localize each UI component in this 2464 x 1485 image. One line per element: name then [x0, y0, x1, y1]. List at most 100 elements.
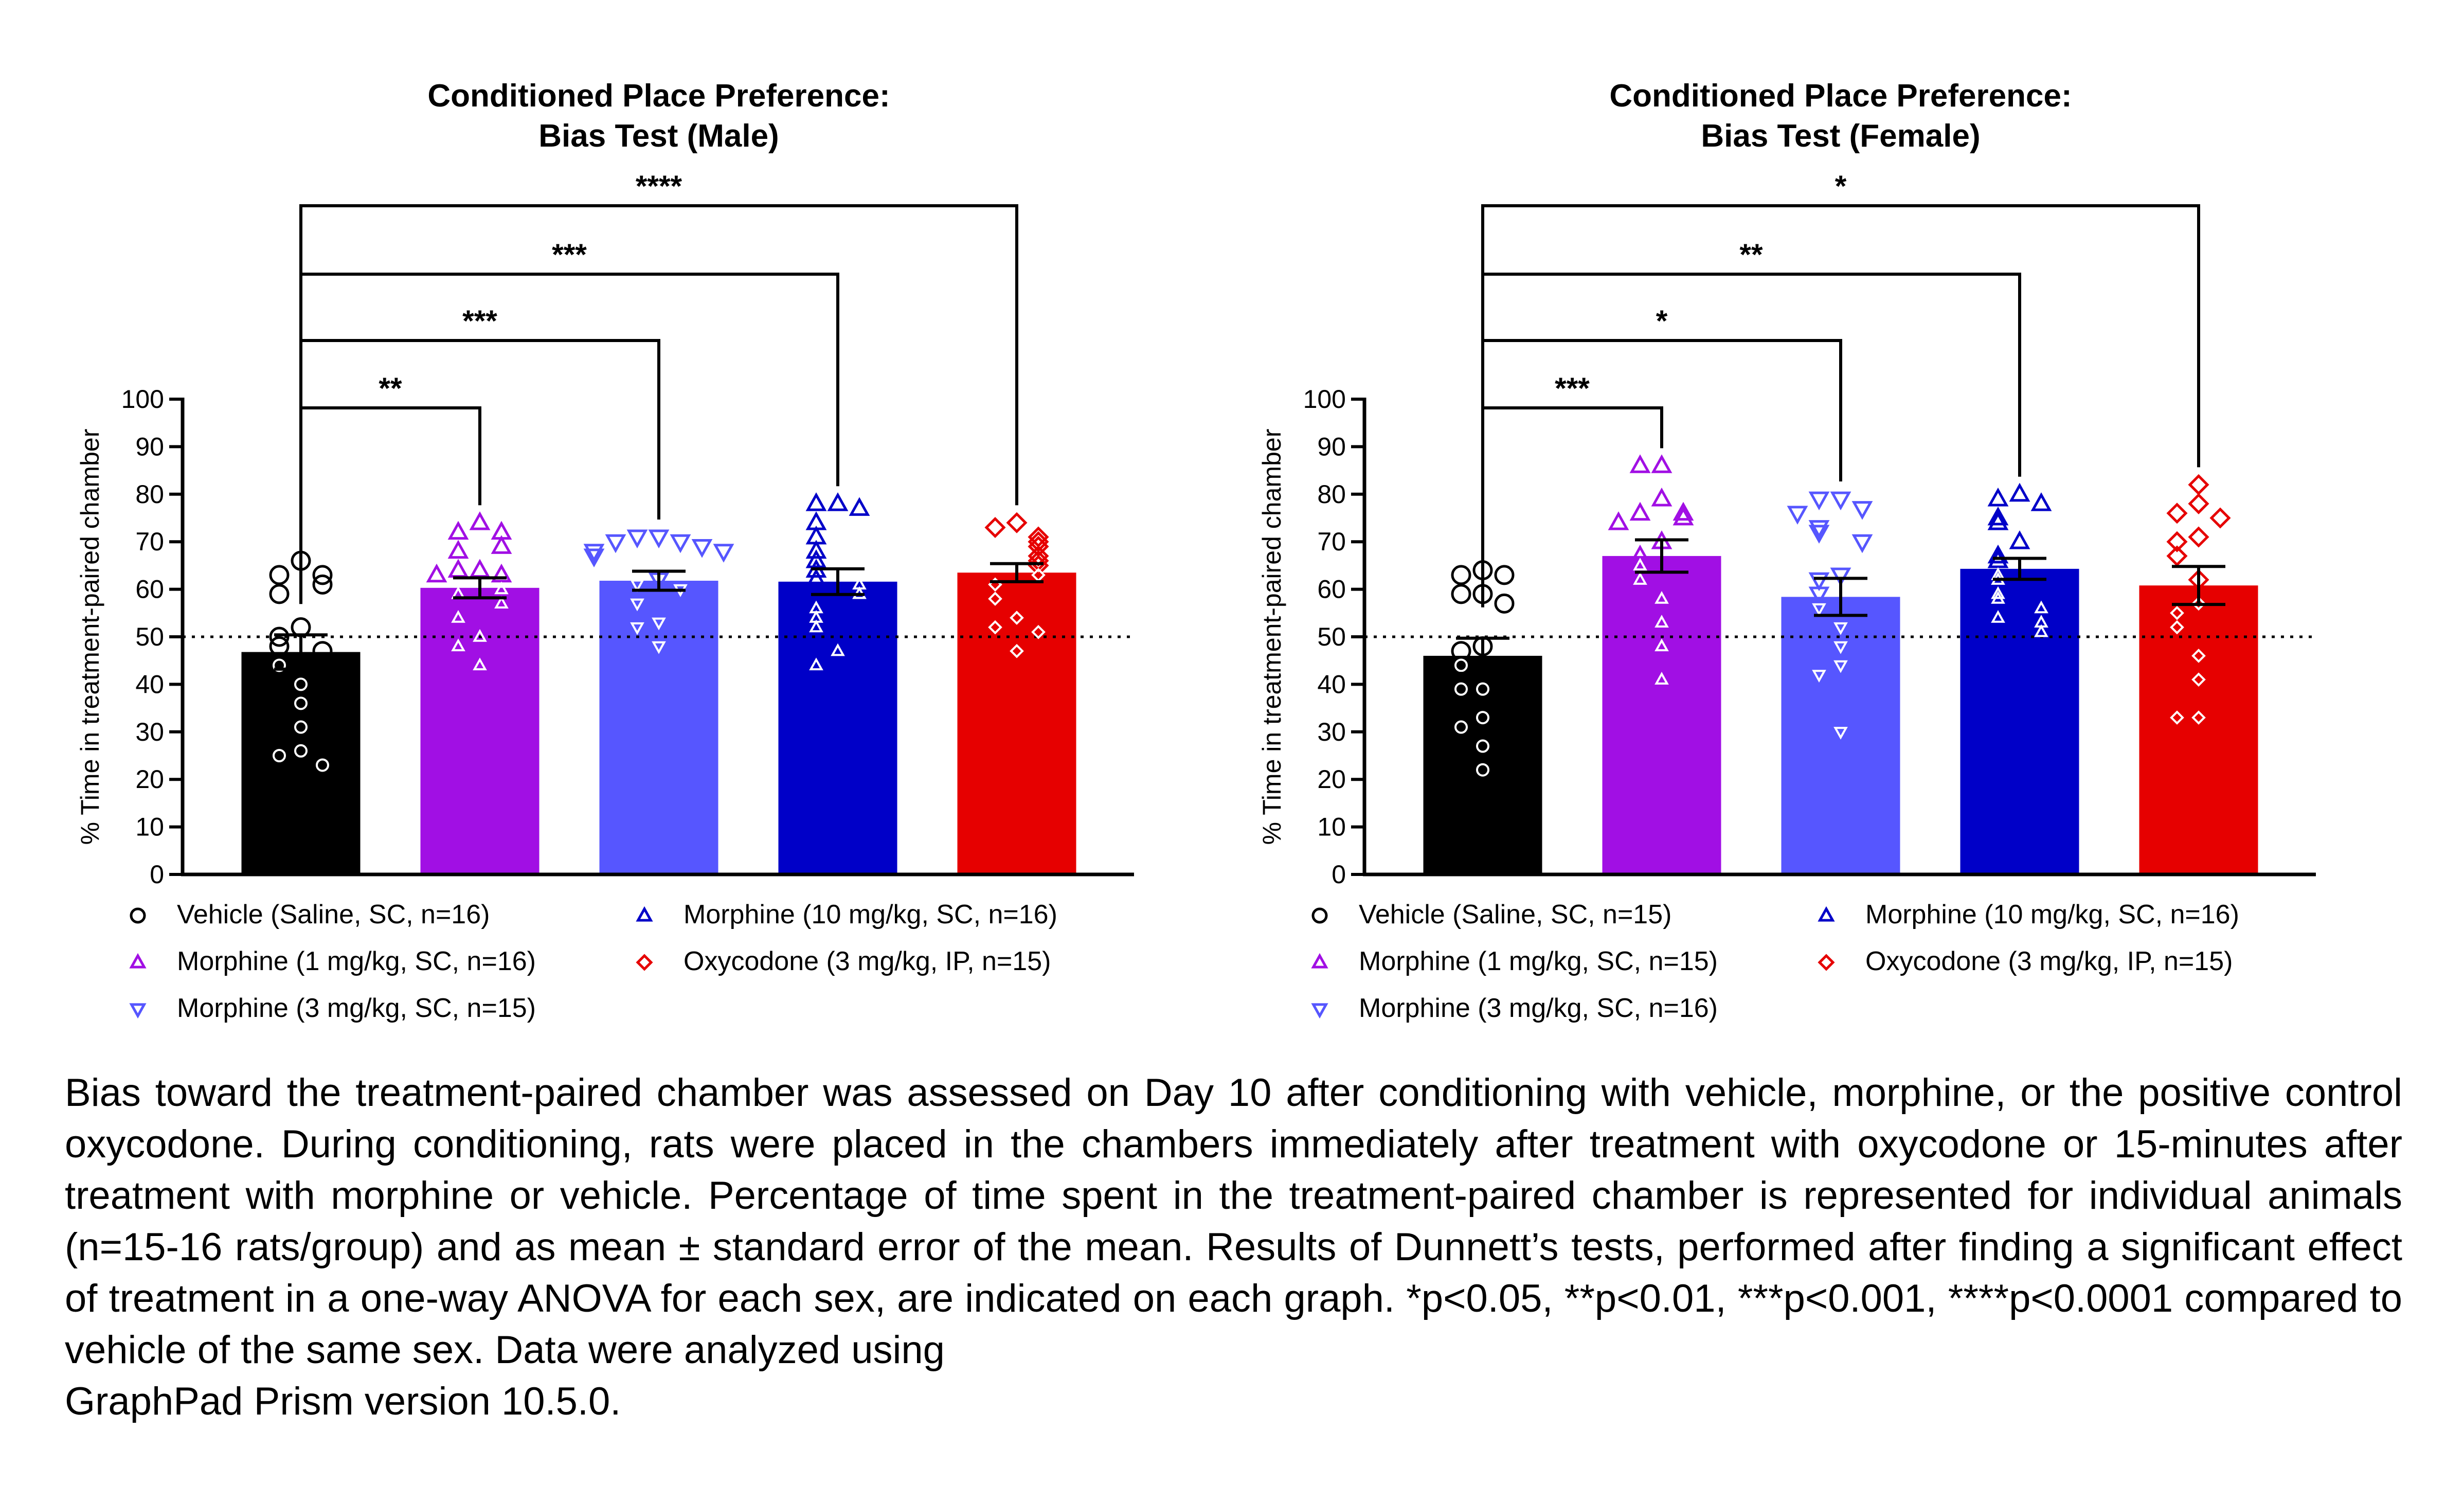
data-point — [2166, 503, 2188, 524]
significance-label: ** — [1739, 238, 1763, 272]
data-point — [273, 658, 286, 672]
data-point — [1987, 506, 2009, 526]
y-tick-label: 60 — [135, 575, 164, 604]
chart-title: Bias Test (Female) — [1701, 118, 1980, 154]
significance-label: * — [1656, 305, 1668, 338]
data-point — [1454, 720, 1468, 734]
data-point — [2009, 482, 2030, 502]
data-point — [1808, 520, 1830, 539]
data-point — [1654, 672, 1669, 685]
data-point — [626, 529, 648, 549]
y-tick-label: 0 — [1332, 860, 1346, 889]
data-point — [1454, 682, 1468, 696]
data-point — [583, 548, 605, 568]
data-point — [451, 610, 465, 623]
data-point — [1833, 660, 1848, 673]
data-point — [269, 636, 290, 656]
data-point — [1833, 727, 1848, 740]
data-point — [652, 617, 666, 631]
caption-last-line: GraphPad Prism version 10.5.0. — [65, 1380, 621, 1423]
legend-marker — [1311, 1003, 1328, 1019]
data-point — [294, 744, 308, 758]
legend-marker — [636, 954, 653, 971]
data-point — [583, 544, 605, 563]
data-point — [1851, 501, 1873, 520]
data-point — [1812, 670, 1826, 683]
chart-panel-2: Conditioned Place Preference: Bias Test (… — [1257, 78, 2316, 1023]
data-point — [1808, 525, 1830, 544]
bar — [241, 652, 361, 874]
data-point — [1987, 544, 2009, 564]
data-point — [2170, 620, 2184, 635]
data-point — [269, 584, 290, 604]
data-point — [1451, 584, 1471, 604]
data-point — [447, 559, 469, 578]
data-point — [805, 540, 827, 559]
significance-bracket — [299, 339, 660, 520]
data-point — [1808, 572, 1830, 592]
legend-marker — [129, 1003, 147, 1019]
data-point — [670, 534, 691, 553]
data-point — [2030, 492, 2052, 511]
data-point — [2209, 507, 2231, 529]
y-tick-label: 50 — [1317, 622, 1346, 651]
significance-bracket — [1481, 339, 1842, 482]
y-tick-label: 40 — [1317, 670, 1346, 699]
data-point — [1830, 491, 1851, 511]
caption-body: Bias toward the treatment-paired chamber… — [65, 1071, 2402, 1372]
significance-bracket — [1481, 204, 2200, 468]
y-tick-label: 100 — [121, 385, 164, 414]
data-point — [1833, 622, 1848, 635]
data-point — [691, 539, 713, 558]
data-point — [605, 534, 626, 553]
data-point — [294, 677, 308, 691]
data-point — [494, 596, 509, 609]
data-point — [648, 529, 670, 549]
data-point — [2191, 672, 2206, 687]
data-point — [312, 565, 333, 585]
y-tick-label: 100 — [1303, 385, 1346, 414]
bar — [1960, 568, 2079, 874]
data-point — [1651, 487, 1672, 507]
data-point — [630, 598, 644, 612]
figure-caption: Bias toward the treatment-paired chamber… — [65, 1067, 2402, 1427]
data-point — [1991, 586, 2005, 599]
y-tick-label: 20 — [1317, 765, 1346, 794]
legend-label: Oxycodone (3 mg/kg, IP, n=15) — [1865, 946, 2233, 976]
bar — [599, 580, 718, 874]
chart-title: Conditioned Place Preference: — [427, 78, 890, 114]
data-point — [447, 521, 469, 540]
data-point — [1654, 615, 1669, 628]
y-tick-label: 30 — [135, 718, 164, 746]
data-point — [469, 559, 491, 578]
legend-marker — [1818, 906, 1835, 922]
legend-label: Morphine (1 mg/kg, SC, n=16) — [177, 946, 536, 976]
data-point — [1494, 593, 1515, 614]
y-tick-label: 40 — [135, 670, 164, 699]
data-point — [294, 720, 308, 734]
data-point — [984, 516, 1006, 539]
data-point — [809, 657, 823, 671]
chart-title: Bias Test (Male) — [538, 118, 779, 154]
significance-label: *** — [552, 238, 587, 272]
significance-label: *** — [1555, 372, 1590, 405]
y-tick-label: 90 — [1317, 432, 1346, 461]
y-tick-label: 80 — [135, 480, 164, 509]
data-point — [491, 563, 512, 583]
data-point — [805, 549, 827, 568]
data-point — [1654, 638, 1669, 652]
data-point — [294, 696, 308, 710]
data-point — [1454, 658, 1468, 672]
significance-label: * — [1835, 170, 1847, 203]
data-point — [2170, 710, 2184, 725]
data-point — [473, 629, 487, 642]
legend-label: Vehicle (Saline, SC, n=16) — [177, 900, 490, 929]
y-tick-label: 70 — [1317, 527, 1346, 556]
significance-label: ** — [379, 372, 402, 405]
legend-label: Morphine (3 mg/kg, SC, n=16) — [1359, 993, 1718, 1023]
data-point — [630, 579, 644, 593]
data-point — [1830, 567, 1851, 587]
data-point — [1608, 511, 1629, 530]
data-point — [2166, 531, 2188, 552]
